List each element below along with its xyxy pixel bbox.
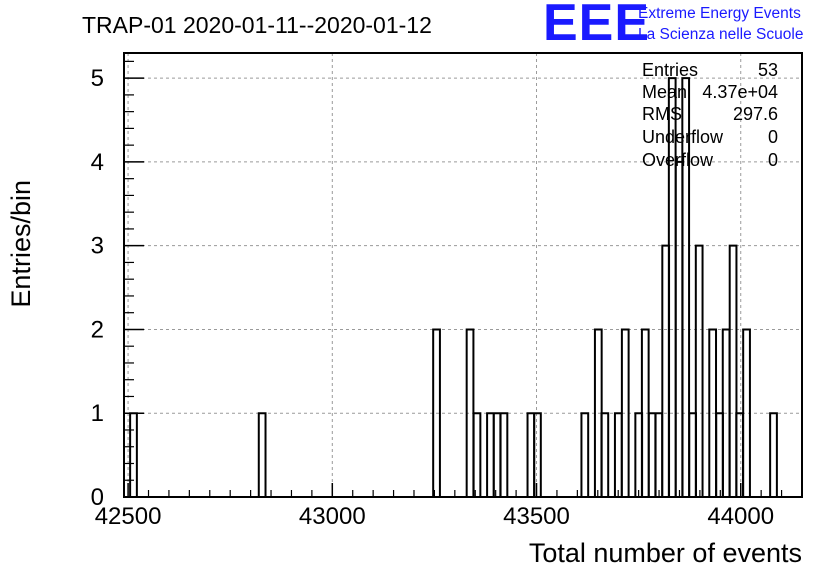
stat-underflow-label: Underflow <box>642 127 724 147</box>
y-tick-label: 5 <box>91 65 104 92</box>
tick-layer: 42500 43000 43500 44000 0 1 2 3 4 5 <box>91 60 803 530</box>
stat-mean-value: 4.37e+04 <box>702 82 778 102</box>
stat-overflow-value: 0 <box>768 150 778 170</box>
stat-overflow-label: Overflow <box>642 150 714 170</box>
x-axis-label: Total number of events <box>529 538 802 568</box>
stat-entries-label: Entries <box>642 60 698 80</box>
x-tick-label: 44000 <box>707 503 774 530</box>
y-axis-label: Entries/bin <box>6 180 36 308</box>
stats-box: Entries 53 Mean 4.37e+04 RMS 297.6 Under… <box>642 60 778 170</box>
stat-entries-value: 53 <box>758 60 778 80</box>
plot-frame <box>123 52 803 498</box>
x-tick-label: 42500 <box>95 503 162 530</box>
x-tick-label: 43000 <box>299 503 366 530</box>
eee-logo-line2: La Scienza nelle Scuole <box>638 26 803 43</box>
x-tick-label: 43500 <box>503 503 570 530</box>
eee-logo: EEE Extreme Energy Events La Scienza nel… <box>543 0 803 52</box>
eee-logo-line1: Extreme Energy Events <box>638 5 801 22</box>
y-tick-label: 0 <box>91 484 104 511</box>
y-tick-label: 4 <box>91 149 104 176</box>
y-tick-label: 1 <box>91 400 104 427</box>
stat-rms-label: RMS <box>642 104 682 124</box>
stat-rms-value: 297.6 <box>733 104 778 124</box>
chart-title: TRAP-01 2020-01-11--2020-01-12 <box>82 12 432 38</box>
y-tick-label: 2 <box>91 316 104 343</box>
eee-logo-mark: EEE <box>543 0 650 52</box>
y-tick-label: 3 <box>91 233 104 260</box>
stat-mean-label: Mean <box>642 82 687 102</box>
stat-underflow-value: 0 <box>768 127 778 147</box>
